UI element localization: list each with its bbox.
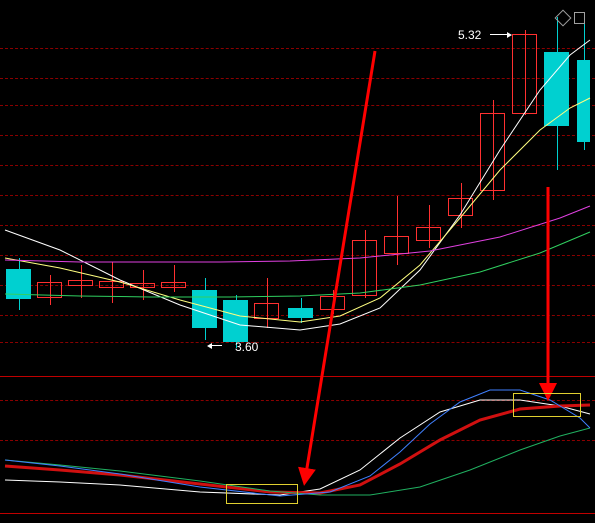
- sub-bar: [99, 506, 122, 511]
- candle-body: [130, 283, 155, 288]
- sub-bar: [130, 507, 153, 511]
- candle-body: [223, 300, 248, 342]
- label-pointer-head: [507, 32, 512, 38]
- candle-body: [161, 282, 186, 288]
- candle-body: [384, 236, 409, 254]
- sub-bar: [37, 505, 60, 511]
- box-icon[interactable]: [574, 12, 585, 24]
- gridline: [0, 165, 595, 166]
- gridline: [0, 255, 595, 256]
- candle-body: [448, 198, 473, 216]
- candle-body: [512, 34, 537, 114]
- candle-body: [577, 60, 590, 142]
- candle-body: [68, 280, 93, 286]
- sub-bar: [192, 504, 215, 511]
- gridline: [0, 400, 595, 401]
- sub-bar: [161, 507, 184, 511]
- gridline: [0, 513, 595, 514]
- candle-body: [352, 240, 377, 296]
- candle-body: [288, 308, 313, 318]
- highlight-box: [226, 484, 298, 504]
- gridline: [0, 342, 595, 343]
- sub-bar: [68, 503, 91, 511]
- candle-body: [6, 269, 31, 299]
- chart-container: 5.32 3.60: [0, 0, 595, 523]
- candle-body: [480, 113, 505, 191]
- price-label: 5.32: [458, 28, 481, 42]
- candle-body: [416, 227, 441, 241]
- candle-body: [320, 296, 345, 310]
- gridline: [0, 195, 595, 196]
- gridline: [0, 225, 595, 226]
- sub-bar: [6, 497, 29, 511]
- gridline: [0, 135, 595, 136]
- gridline: [0, 105, 595, 106]
- gridline: [0, 48, 595, 49]
- highlight-box: [513, 393, 581, 417]
- candle-body: [254, 303, 279, 319]
- candle-wick: [397, 196, 398, 265]
- label-pointer-head: [207, 343, 212, 349]
- gridline: [0, 78, 595, 79]
- candle-body: [99, 281, 124, 288]
- price-label: 3.60: [235, 340, 258, 354]
- candle-body: [544, 52, 569, 126]
- gridline: [0, 440, 595, 441]
- label-pointer: [490, 34, 508, 35]
- candle-body: [192, 290, 217, 328]
- gridline: [0, 376, 595, 377]
- candle-body: [37, 282, 62, 298]
- sub-bar: [223, 504, 246, 511]
